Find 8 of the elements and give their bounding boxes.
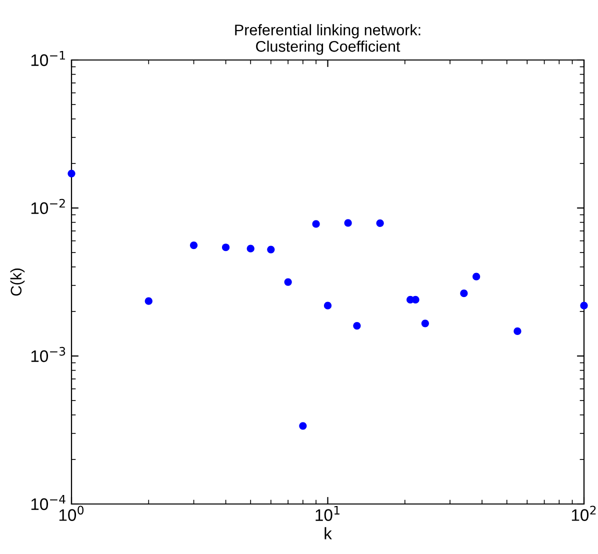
x-axis-title: k xyxy=(324,527,332,540)
chart-title: Preferential linking network: Clustering Coefficient xyxy=(235,24,420,55)
y-tick-label: 10$^{−1}$ xyxy=(31,51,65,66)
y-tick-label: 10$^{−3}$ xyxy=(31,346,66,362)
y-axis-title: C(k) xyxy=(10,268,25,296)
x-tick-label: 10$^{2}$ xyxy=(572,506,596,521)
y-tick-label: 10$^{−2}$ xyxy=(31,198,65,214)
x-tick-label: 10$^{1}$ xyxy=(316,506,340,521)
